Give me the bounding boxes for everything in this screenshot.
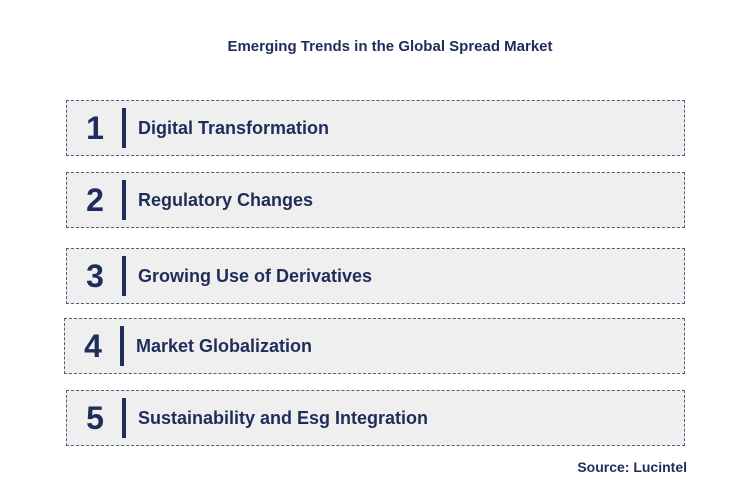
trend-item-4: 4 Market Globalization [64, 318, 685, 374]
trend-label: Digital Transformation [138, 117, 330, 138]
trend-item-3: 3 Growing Use of Derivatives [66, 248, 685, 304]
trend-divider [122, 180, 126, 220]
trend-divider [122, 108, 126, 148]
trend-number: 5 [86, 399, 104, 436]
trend-label: Market Globalization [136, 335, 313, 356]
trend-divider [122, 256, 126, 296]
trend-number: 2 [86, 181, 104, 218]
trend-item-2: 2 Regulatory Changes [66, 172, 685, 228]
trend-number: 4 [84, 327, 102, 364]
diagram-title: Emerging Trends in the Global Spread Mar… [227, 38, 553, 55]
trend-divider [120, 326, 124, 366]
trend-label: Regulatory Changes [138, 189, 314, 210]
trend-label: Growing Use of Derivatives [138, 265, 373, 286]
trend-label: Sustainability and Esg Integration [138, 407, 429, 428]
trend-number: 1 [86, 109, 104, 146]
trend-item-1: 1 Digital Transformation [66, 100, 685, 156]
source-note: Source: Lucintel [577, 459, 687, 475]
trend-item-5: 5 Sustainability and Esg Integration [66, 390, 685, 446]
trend-number: 3 [86, 257, 104, 294]
trend-divider [122, 398, 126, 438]
